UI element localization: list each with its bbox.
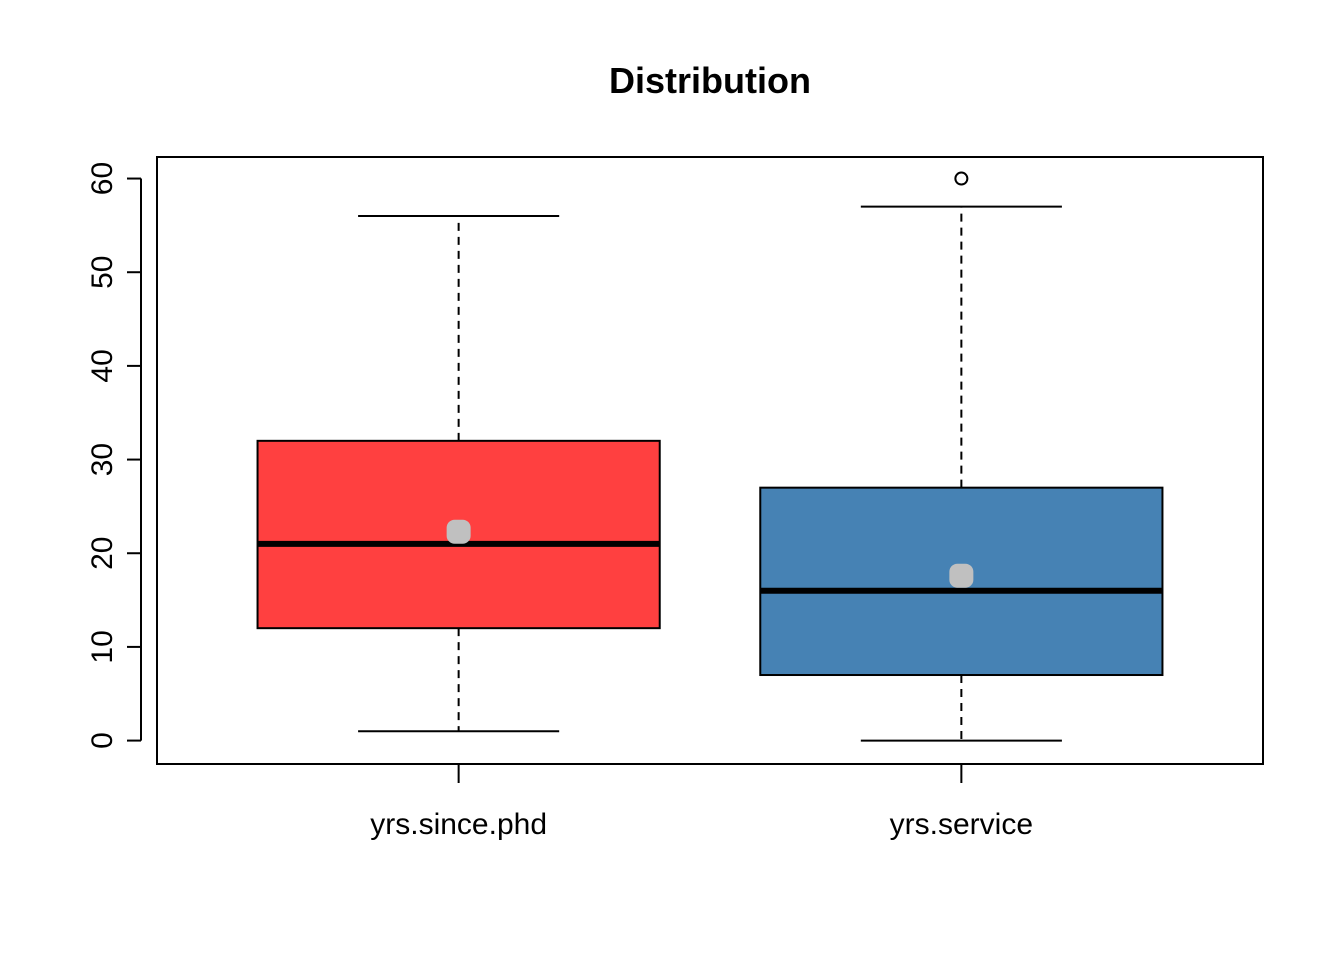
mean-point bbox=[446, 519, 471, 544]
y-tick-label: 10 bbox=[86, 630, 119, 663]
y-tick-label: 0 bbox=[86, 732, 119, 749]
chart-title: Distribution bbox=[609, 60, 811, 101]
box-group bbox=[759, 171, 1164, 742]
boxes bbox=[256, 171, 1164, 742]
y-tick-label: 50 bbox=[86, 256, 119, 289]
outlier-point bbox=[954, 171, 969, 186]
y-tick-label: 60 bbox=[86, 162, 119, 195]
box-group bbox=[256, 215, 661, 733]
y-axis: 0 10 20 30 40 50 60 bbox=[86, 162, 142, 749]
y-tick-label: 30 bbox=[86, 443, 119, 476]
y-tick-label: 40 bbox=[86, 349, 119, 382]
y-tick-label: 20 bbox=[86, 537, 119, 570]
x-axis: yrs.since.phd yrs.service bbox=[370, 764, 1033, 841]
mean-point bbox=[949, 563, 974, 588]
plot-frame bbox=[156, 156, 1264, 765]
category-label: yrs.service bbox=[890, 808, 1033, 841]
category-label: yrs.since.phd bbox=[370, 808, 547, 841]
